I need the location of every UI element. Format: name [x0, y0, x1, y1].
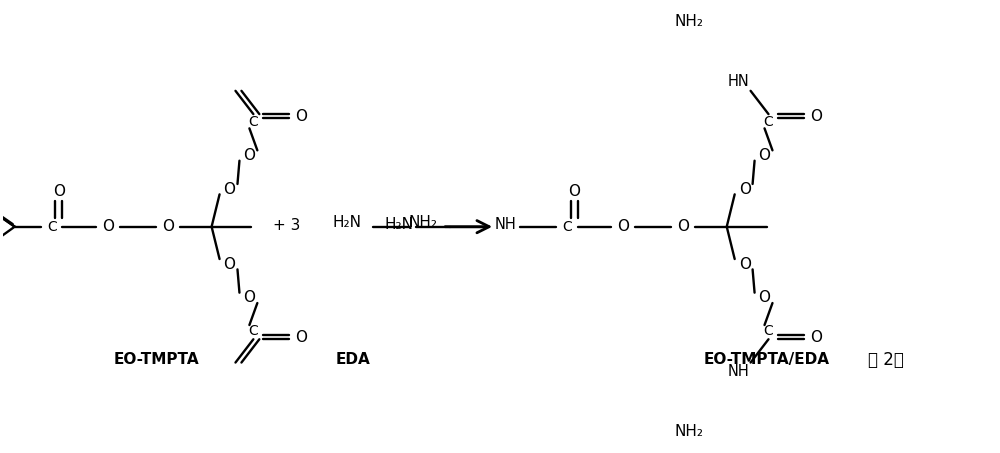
Text: NH₂: NH₂: [674, 14, 703, 29]
Text: NH: NH: [495, 217, 517, 231]
Text: O: O: [224, 257, 236, 272]
Text: O: O: [759, 290, 771, 305]
Text: O: O: [617, 219, 629, 234]
Text: O: O: [810, 109, 822, 124]
Text: H₂N: H₂N: [384, 217, 413, 231]
Text: O: O: [224, 182, 236, 197]
Text: O: O: [295, 109, 307, 124]
Text: O: O: [810, 330, 822, 345]
Text: C: C: [563, 220, 572, 234]
Text: H₂N: H₂N: [332, 215, 361, 230]
Text: O: O: [739, 257, 751, 272]
Text: O: O: [568, 184, 580, 199]
Text: NH: NH: [728, 364, 750, 379]
Text: EO-TMPTA/EDA: EO-TMPTA/EDA: [704, 352, 830, 367]
Text: O: O: [243, 290, 255, 305]
Text: EDA: EDA: [335, 352, 370, 367]
Text: C: C: [764, 115, 773, 129]
Text: HN: HN: [728, 74, 750, 89]
Text: O: O: [759, 148, 771, 163]
Text: O: O: [739, 182, 751, 197]
Text: + 3: + 3: [273, 218, 300, 233]
Text: O: O: [53, 184, 65, 199]
Text: NH₂: NH₂: [409, 215, 438, 230]
Text: EO-TMPTA: EO-TMPTA: [114, 352, 200, 367]
Text: O: O: [243, 148, 255, 163]
Text: O: O: [677, 219, 689, 234]
Text: 式 2。: 式 2。: [868, 351, 904, 369]
Text: C: C: [249, 324, 258, 338]
Text: O: O: [162, 219, 174, 234]
Text: NH₂: NH₂: [674, 424, 703, 439]
Text: C: C: [48, 220, 57, 234]
Text: O: O: [295, 330, 307, 345]
Text: O: O: [102, 219, 114, 234]
Text: C: C: [764, 324, 773, 338]
Text: C: C: [249, 115, 258, 129]
